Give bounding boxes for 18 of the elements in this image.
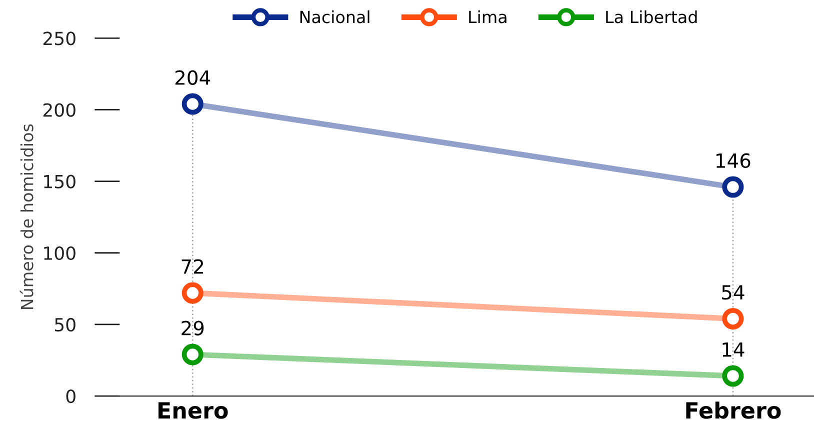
data-label: 146 — [716, 153, 750, 168]
y-tick-label: 250 — [43, 32, 76, 46]
data-label: 54 — [722, 285, 744, 300]
legend-label: Nacional — [300, 10, 370, 24]
data-label: 29 — [182, 320, 204, 336]
legend-label: La Libertad — [606, 10, 697, 24]
data-label: 14 — [722, 342, 744, 357]
data-label: 204 — [175, 70, 210, 85]
y-tick-label: 50 — [55, 318, 76, 332]
y-tick-label: 150 — [44, 174, 76, 188]
x-tick-label: Febrero — [686, 402, 781, 419]
x-tick-label: Enero — [158, 402, 228, 419]
y-tick-label: 0 — [66, 389, 76, 404]
y-axis-title: Número de homicidios — [20, 124, 34, 310]
y-tick-label: 100 — [44, 246, 76, 260]
data-label: 72 — [182, 259, 204, 274]
legend-label: Lima — [469, 10, 506, 24]
y-tick-label: 200 — [43, 103, 76, 117]
